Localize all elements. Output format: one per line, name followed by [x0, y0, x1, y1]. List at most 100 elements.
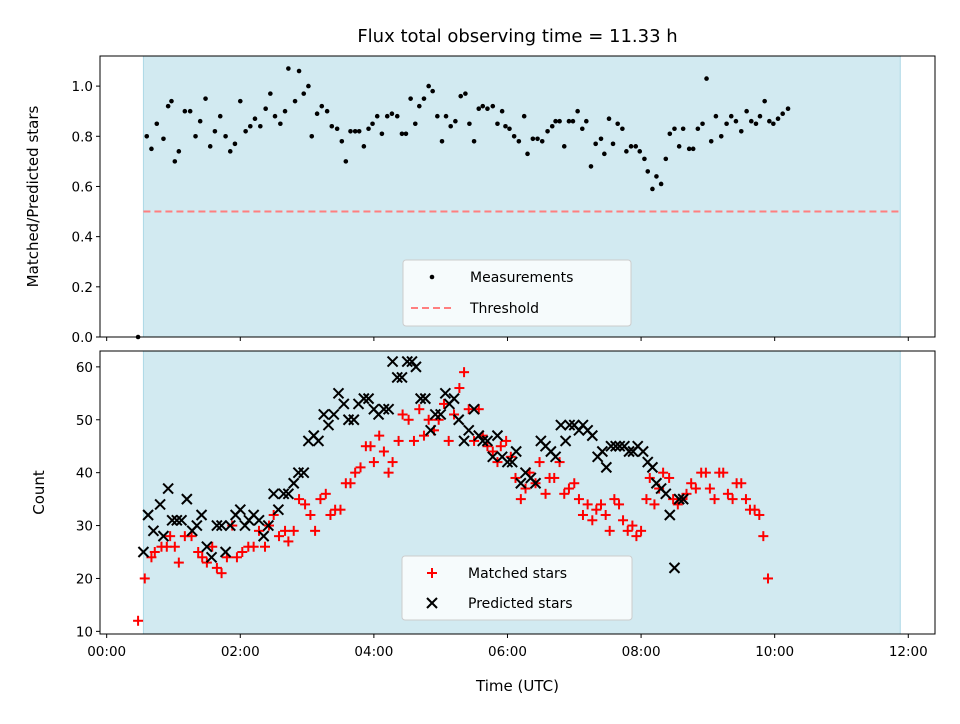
matched-star-point [704, 483, 715, 494]
measurement-point [296, 68, 302, 74]
predicted-star-point [396, 371, 408, 384]
matched-star-point [709, 494, 720, 505]
matched-star-point [596, 499, 606, 510]
predicted-star-point [448, 392, 460, 405]
measurement-point [329, 123, 335, 129]
x-tick-label: 08:00 [622, 644, 661, 660]
matched-star-point [345, 478, 356, 489]
predicted-star-point [401, 355, 413, 368]
predicted-star-point [555, 419, 567, 431]
matched-star-point [414, 404, 425, 415]
top-panel: 0.0 0.2 0.4 0.6 0.8 1.0 Flux total observing … [24, 26, 936, 346]
predicted-star-point [453, 414, 465, 426]
predicted-star-point [549, 451, 562, 463]
bottom-legend: Matched stars Predicted stars [401, 555, 633, 621]
measurement-point [348, 128, 353, 134]
matched-star-point [439, 398, 450, 409]
measurement-point [672, 126, 677, 132]
matched-star-point [300, 499, 311, 510]
legend-plus-glyph [427, 568, 437, 578]
matched-star-point [722, 488, 733, 499]
measurement-point [144, 133, 150, 139]
measurement-point [268, 91, 273, 96]
matched-star-point [408, 435, 419, 446]
predicted-star-point [487, 451, 499, 463]
measurement-point [193, 133, 198, 139]
matched-star-point [627, 520, 638, 531]
matched-star-point [383, 467, 394, 478]
matched-star-point [374, 430, 385, 441]
x-tick-label: 04:00 [354, 644, 393, 660]
predicted-star-point [506, 456, 518, 468]
matched-star-point [600, 509, 611, 520]
legend-measurements-marker [429, 274, 435, 280]
legend-predicted-marker [426, 597, 438, 609]
measurement-point [642, 156, 647, 162]
measurement-point [615, 121, 620, 127]
measurement-point [762, 98, 767, 104]
measurement-point [176, 149, 182, 154]
matched-star-point [165, 531, 176, 542]
measurement-point [738, 128, 744, 134]
predicted-star-point [195, 509, 208, 521]
measurement-point [384, 113, 390, 119]
measurement-point [700, 121, 705, 127]
predicted-star-point [510, 445, 522, 458]
measurement-point [676, 144, 682, 149]
matched-star-point [591, 504, 602, 515]
matched-star-point [320, 488, 331, 499]
measurement-point [165, 103, 171, 109]
measurement-point [553, 118, 558, 124]
x-tick-label: 12:00 [889, 644, 928, 660]
matched-star-point [335, 504, 346, 515]
measurement-point [593, 141, 598, 147]
measurement-point [757, 113, 763, 119]
measurements-series [135, 66, 791, 340]
top-axes-frame [99, 55, 936, 338]
measurement-point [154, 121, 160, 127]
measurement-point [467, 121, 472, 127]
matched-star-point [614, 499, 625, 510]
predicted-star-point [419, 392, 432, 405]
matched-star-point [582, 499, 593, 510]
matched-star-point [501, 435, 512, 446]
measurement-point [658, 181, 664, 187]
y-tick-label: 0.6 [72, 179, 93, 195]
matched-star-point [577, 509, 588, 520]
measurement-point [207, 144, 213, 149]
matched-star-point [644, 472, 655, 483]
predicted-star-point [318, 408, 330, 421]
matched-star-point [423, 414, 434, 425]
measurement-point [628, 144, 634, 149]
measurement-point [301, 91, 307, 96]
predicted-star-point [664, 509, 676, 521]
measurement-point [525, 151, 530, 157]
measurement-point [713, 113, 719, 119]
matched-star-point [211, 562, 222, 573]
top-legend: Measurements Threshold [402, 259, 632, 327]
matched-star-point [393, 435, 404, 446]
measurement-point [258, 123, 263, 129]
matched-star-point [758, 531, 769, 542]
matched-star-point [149, 547, 160, 558]
matched-star-point [573, 494, 584, 505]
measurement-point [458, 93, 464, 99]
matched-star-point [454, 383, 465, 394]
measurement-point [598, 136, 604, 142]
matched-star-point [325, 509, 336, 520]
y-tick-label: 1.0 [72, 79, 93, 95]
matched-star-point [658, 467, 669, 478]
measurement-point [485, 106, 490, 111]
measurement-point [379, 131, 385, 137]
predicted-star-point [596, 445, 609, 458]
predicted-star-point [586, 429, 599, 442]
x-tick-label: 00:00 [87, 644, 126, 660]
measurement-point [566, 118, 572, 124]
matched-star-point [609, 494, 620, 505]
measurement-point [476, 106, 482, 111]
bottom-axes-frame [99, 350, 936, 635]
predicted-star-point [211, 519, 223, 532]
y-tick-label: 40 [76, 466, 93, 482]
